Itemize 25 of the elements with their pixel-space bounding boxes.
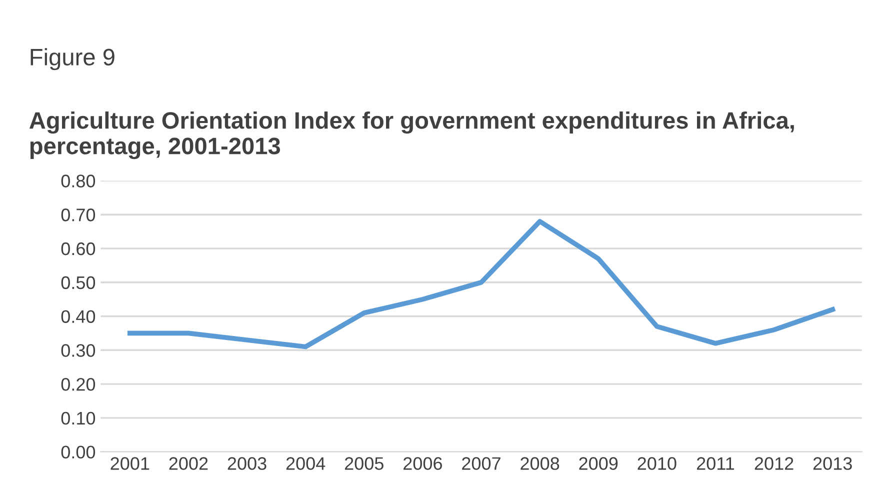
y-tick-label: 0.00 <box>61 446 96 459</box>
x-tick-label: 2008 <box>520 457 560 470</box>
y-tick-label: 0.30 <box>61 344 96 357</box>
x-tick-label: 2009 <box>579 457 618 470</box>
line-series <box>127 218 836 350</box>
y-tick-label: 0.10 <box>61 412 96 425</box>
chart-subtitle: Agriculture Orientation Index for government expenditures in Africa, percentage, 2001-2013 <box>29 111 794 160</box>
x-tick-label: 2003 <box>228 457 266 470</box>
x-tick-label: 2013 <box>813 457 852 470</box>
x-tick-label: 2011 <box>696 457 734 470</box>
x-tick-label: 2010 <box>638 457 676 470</box>
y-tick-label: 0.80 <box>61 174 96 188</box>
x-tick-label: 2002 <box>169 457 208 470</box>
chart-title: Figure 9 <box>30 48 114 70</box>
x-tick-label: 2006 <box>404 457 442 470</box>
y-tick-label: 0.60 <box>61 242 96 256</box>
x-tick-label: 2004 <box>286 457 326 470</box>
x-tick-label: 2007 <box>462 457 500 470</box>
y-tick-label: 0.70 <box>61 208 96 222</box>
x-tick-label: 2001 <box>110 457 150 470</box>
y-tick-label: 0.40 <box>61 310 96 323</box>
y-tick-label: 0.50 <box>61 276 96 290</box>
x-tick-label: 2005 <box>344 457 384 470</box>
x-tick-label: 2012 <box>754 457 794 470</box>
y-tick-label: 0.20 <box>61 378 96 391</box>
